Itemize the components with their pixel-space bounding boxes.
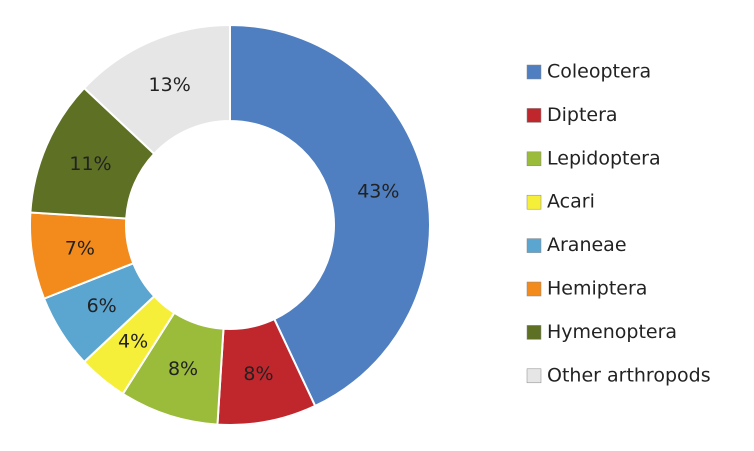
legend-label: Coleoptera [547,61,651,83]
slice [82,23,231,156]
slice [229,23,431,408]
data-label: 8% [168,358,198,380]
legend-swatch [526,325,542,340]
data-label: 4% [118,331,148,353]
data-label: 8% [243,363,273,385]
legend-swatch [526,108,542,123]
data-label: 11% [69,153,111,175]
legend-swatch [526,151,542,167]
legend-swatch [526,238,542,253]
legend-label: Araneae [547,234,627,256]
legend-swatch [526,194,542,210]
legend-label: Other arthropods [547,364,711,386]
legend-swatch [526,64,542,80]
data-label: 7% [65,237,95,259]
legend-swatch [526,368,542,384]
legend-label: Hymenoptera [547,321,677,343]
data-label: 6% [87,295,117,317]
legend-swatch [526,281,542,297]
legend-label: Hemiptera [547,278,647,300]
legend-label: Diptera [547,104,618,126]
data-label: 13% [149,74,191,96]
legend-label: Acari [547,191,595,213]
data-label: 43% [357,180,399,202]
legend-label: Lepidoptera [547,147,661,169]
